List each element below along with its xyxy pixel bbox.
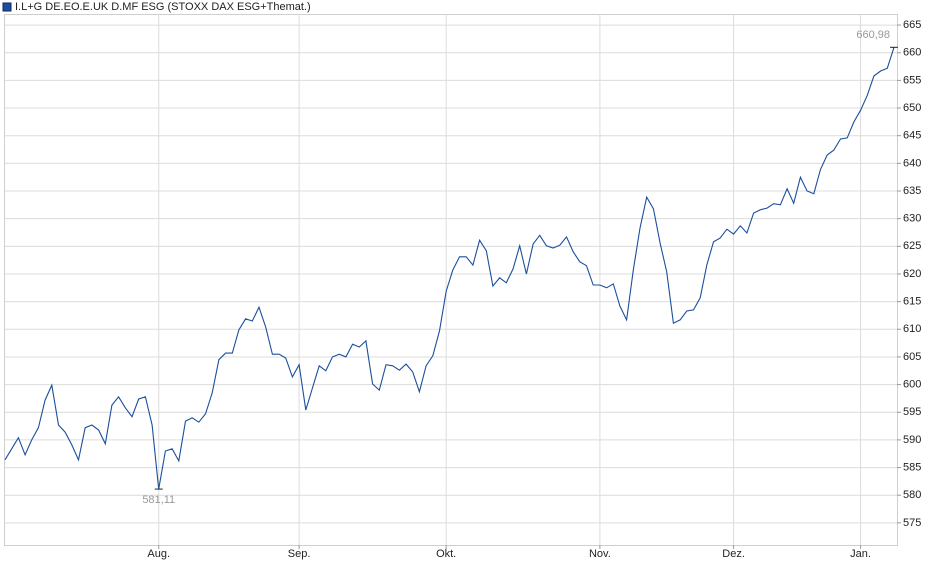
y-tick-label: 610: [903, 323, 921, 335]
y-tick-label: 580: [903, 489, 921, 501]
y-tick-label: 655: [903, 74, 921, 86]
x-tick-label: Sep.: [288, 548, 311, 560]
y-tick-label: 650: [903, 102, 921, 114]
y-tick-label: 595: [903, 406, 921, 418]
x-tick-label: Jan.: [850, 548, 871, 560]
x-tick-label: Aug.: [147, 548, 170, 560]
y-tick-label: 620: [903, 268, 921, 280]
legend-label: I.L+G DE.EO.E.UK D.MF ESG (STOXX DAX ESG…: [15, 1, 311, 13]
plot-frame: [4, 14, 898, 546]
y-tick-label: 575: [903, 517, 921, 529]
legend-swatch: [2, 2, 12, 12]
y-tick-label: 625: [903, 240, 921, 252]
y-tick-label: 585: [903, 461, 921, 473]
y-tick-label: 635: [903, 185, 921, 197]
y-tick-label: 660: [903, 47, 921, 59]
y-tick-label: 615: [903, 296, 921, 308]
y-tick-label: 645: [903, 130, 921, 142]
y-tick-label: 590: [903, 434, 921, 446]
x-tick-label: Okt.: [436, 548, 456, 560]
y-tick-label: 600: [903, 379, 921, 391]
value-label: 660,98: [856, 29, 890, 41]
y-tick-label: 640: [903, 157, 921, 169]
y-tick-label: 605: [903, 351, 921, 363]
y-tick-label: 630: [903, 213, 921, 225]
value-label: 581,11: [142, 494, 175, 506]
x-tick-label: Nov.: [589, 548, 611, 560]
x-tick-label: Dez.: [722, 548, 745, 560]
y-tick-label: 665: [903, 19, 921, 31]
series-line: [4, 47, 895, 490]
